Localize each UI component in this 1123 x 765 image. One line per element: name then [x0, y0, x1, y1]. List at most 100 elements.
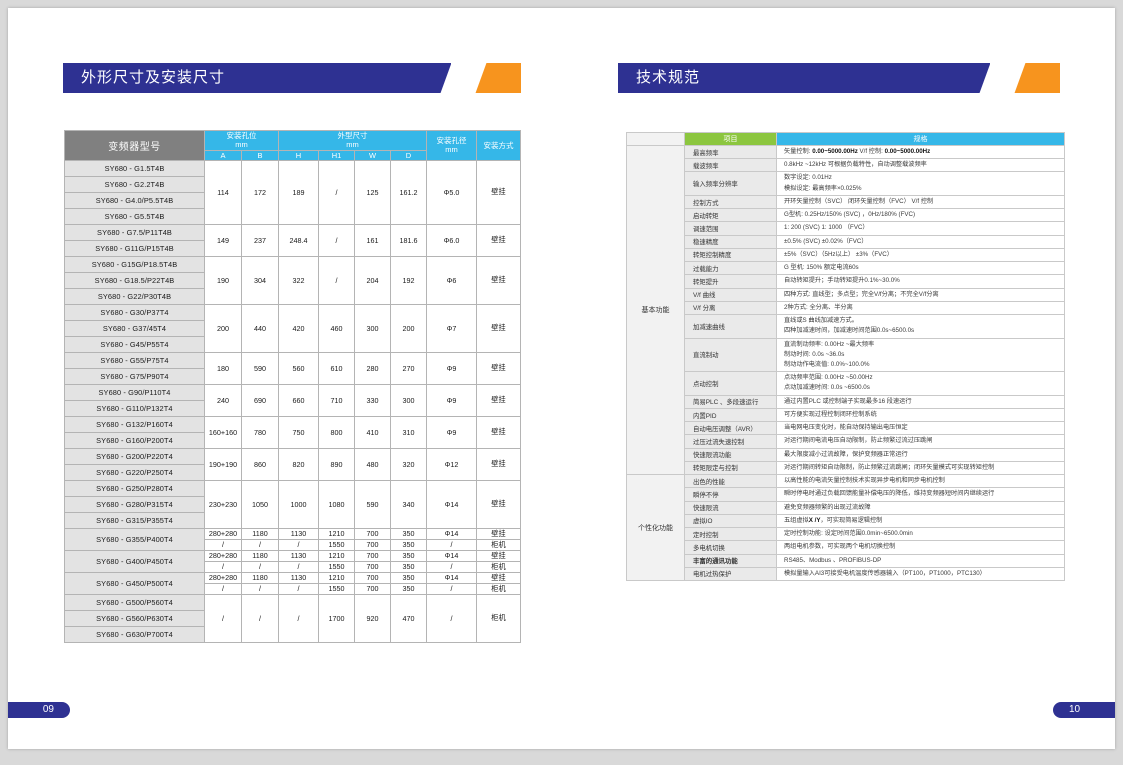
page-gutter — [561, 8, 562, 749]
cell-model: SY680 - G37/45T4 — [64, 319, 205, 337]
cell-item: 内置PID — [684, 407, 777, 423]
cell-hole-diameter: Φ7 — [426, 303, 477, 353]
cell-spec: 0.8kHz ~12kHz 可根据负载特性，自动调整载波频率 — [776, 158, 1065, 173]
cell-a: 190 — [204, 255, 242, 305]
specification-header-row: 项目 规格 — [626, 132, 1065, 146]
cell-spec: 瞬时停电时通过负载回馈能量补偿电压的降低，维持变频器短时间内继续运行 — [776, 487, 1065, 502]
spec-row: 虚拟IO 五组虚拟X /Y，可实现简易逻辑控制 — [627, 513, 1065, 529]
cell-h: / — [278, 560, 319, 573]
cell-d: 300 — [390, 383, 427, 417]
spec-row: 瞬停不停 瞬时停电时通过负载回馈能量补偿电压的降低，维持变频器短时间内继续运行 — [627, 487, 1065, 502]
table-row: SY680 - G630/P700T4 — [64, 625, 521, 643]
header-spec: 规格 — [776, 132, 1065, 146]
cell-model: SY680 - G1.5T4B — [64, 159, 205, 177]
banner-blue-bar — [618, 63, 990, 93]
cell-spec: 1: 200 (SVC) 1: 1000 （FVC） — [776, 221, 1065, 236]
cell-item: 丰富的通讯功能 — [684, 553, 777, 568]
cell-spec: 五组虚拟X /Y，可实现简易逻辑控制 — [776, 513, 1065, 529]
left-section-banner: 外形尺寸及安装尺寸 — [63, 63, 521, 93]
cell-w: 700 — [354, 560, 391, 573]
left-page-title: 外形尺寸及安装尺寸 — [81, 69, 226, 86]
cell-model: SY680 - G75/P90T4 — [64, 367, 205, 385]
table-row: SY680 - G500/P560T4///1700 920 470/柜机 — [64, 593, 521, 643]
header-blank — [626, 132, 685, 146]
cell-mount-type: 壁挂 — [476, 223, 521, 257]
cell-mount-type: 壁挂 — [476, 351, 521, 385]
cell-w: 125 — [354, 159, 391, 225]
cell-spec: RS485、Modbus 、PROFIBUS-DP — [776, 553, 1065, 568]
header-outline-dimension: 外型尺寸 mm — [278, 130, 427, 151]
cell-b: 860 — [241, 447, 279, 481]
cell-w: 410 — [354, 415, 391, 449]
spec-row: 转矩控制精度 ±5%（SVC）（5Hz以上） ±3%（FVC） — [627, 247, 1065, 263]
right-page-number: 10 — [1053, 702, 1115, 718]
spec-row: 过压过流失速控制 对运行期间电流电压自动限制，防止频繁过流过压跳闸 — [627, 434, 1065, 449]
cell-category: 个性化功能 — [626, 474, 685, 581]
cell-mount-type: 柜机 — [476, 560, 521, 573]
table-row: SY680 - G15G/P18.5T4B 190 304 322/204 192 Φ6 壁… — [64, 255, 521, 305]
banner-blue-bar — [63, 63, 451, 93]
cell-mount-type: 壁挂 — [476, 415, 521, 449]
cell-hole-diameter: Φ9 — [426, 383, 477, 417]
cell-a: 190+190 — [204, 447, 242, 481]
cell-a: 180 — [204, 351, 242, 385]
table-row: SY680 - G75/P90T4 — [64, 367, 521, 385]
cell-item: V/f 分离 — [684, 300, 777, 316]
cell-d: 320 — [390, 447, 427, 481]
cell-model: SY680 - G560/P630T4 — [64, 609, 205, 627]
cell-model: SY680 - G15G/P18.5T4B — [64, 255, 205, 273]
cell-spec: ±5%（SVC）（5Hz以上） ±3%（FVC） — [776, 247, 1065, 263]
cell-h1: 800 — [318, 415, 355, 449]
cell-h: 1000 — [278, 479, 319, 529]
cell-d: 181.6 — [390, 223, 427, 257]
cell-spec: ±0.5% (SVC) ±0.02%（FVC） — [776, 234, 1065, 249]
cell-w: 590 — [354, 479, 391, 529]
spec-row: V/f 分离 2种方式: 全分离、半分离 — [627, 300, 1065, 316]
cell-spec: 对运行期间电流电压自动限制，防止频繁过流过压跳闸 — [776, 434, 1065, 449]
spec-row: 转矩限定与控制 对运行期间转矩自动限制，防止频繁过流跳闸；闭环矢量模式可实现转矩控… — [627, 460, 1065, 476]
cell-item: 快速限流 — [684, 500, 777, 515]
cell-model: SY680 - G11G/P15T4B — [64, 239, 205, 257]
spec-row: 载波频率 0.8kHz ~12kHz 可根据负载特性，自动调整载波频率 — [627, 158, 1065, 173]
left-page: 外形尺寸及安装尺寸 变频器型号 安装孔位 mm 外型尺寸 mm 安装孔径 mm 安装方式 A B H… — [8, 8, 1115, 749]
cell-item: 调速范围 — [684, 221, 777, 236]
cell-d: 310 — [390, 415, 427, 449]
cell-model: SY680 - G450/P500T4 — [64, 571, 205, 595]
cell-item: 启动转矩 — [684, 208, 777, 223]
cell-model: SY680 - G160/P200T4 — [64, 431, 205, 449]
table-row: SY680 - G250/P280T4 230+230 1050 1000 1080 59… — [64, 479, 521, 529]
cell-spec: 两组电机参数，可实现两个电机切换控制 — [776, 540, 1065, 555]
cell-spec: 直线或S 曲线加减速方式。 四种加减速时间，加减速时间范围0.0s~6500.0s — [776, 314, 1065, 339]
cell-d: 270 — [390, 351, 427, 385]
table-row: SY680 - G4.0/P5.5T4B — [64, 191, 521, 209]
cell-model: SY680 - G630/P700T4 — [64, 625, 205, 643]
cell-d: 350 — [390, 549, 427, 562]
spec-row: 丰富的通讯功能 RS485、Modbus 、PROFIBUS-DP — [627, 553, 1065, 568]
cell-spec: 当电网电压变化时，能自动保持输出电压恒定 — [776, 421, 1065, 436]
cell-b: 237 — [241, 223, 279, 257]
cell-model: SY680 - G55/P75T4 — [64, 351, 205, 369]
specification-table-head: 项目 规格 — [626, 132, 1065, 146]
cell-h1: 1700 — [318, 593, 355, 643]
cell-h1: 1080 — [318, 479, 355, 529]
spec-row: 简易PLC 、多段速运行 通过内置PLC 或控制端子实现最多16 段速运行 — [627, 394, 1065, 409]
cell-item: 加减速曲线 — [684, 314, 777, 339]
cell-mount-type: 壁挂 — [476, 255, 521, 305]
spec-row: 输入频率分辨率 数字设定: 0.01Hz 模拟设定: 最高频率×0.025% — [627, 171, 1065, 196]
cell-b: 690 — [241, 383, 279, 417]
header-model: 变频器型号 — [64, 130, 205, 161]
cell-spec: G 型机: 150% 额定电流60s — [776, 261, 1065, 276]
header-item: 项目 — [684, 132, 777, 146]
document-spread: 外形尺寸及安装尺寸 变频器型号 安装孔位 mm 外型尺寸 mm 安装孔径 mm 安装方式 A B H… — [8, 8, 1115, 749]
cell-hole-diameter: Φ6.0 — [426, 223, 477, 257]
cell-spec: 定时控制功能: 设定时间范围0.0min~6500.0min — [776, 527, 1065, 542]
cell-a: 160+160 — [204, 415, 242, 449]
cell-h1: 1210 — [318, 571, 355, 584]
spec-row: 个性化功能 出色的性能 以高性能的电流矢量控制技术实现异步电机和同步电机控制 — [626, 474, 1065, 581]
table-row: SY680 - G2.2T4B — [64, 175, 521, 193]
cell-item: 自动电压调整（AVR） — [684, 421, 777, 436]
cell-mount-type: 壁挂 — [476, 447, 521, 481]
cell-h: 660 — [278, 383, 319, 417]
cell-item: 载波频率 — [684, 158, 777, 173]
cell-d: 340 — [390, 479, 427, 529]
